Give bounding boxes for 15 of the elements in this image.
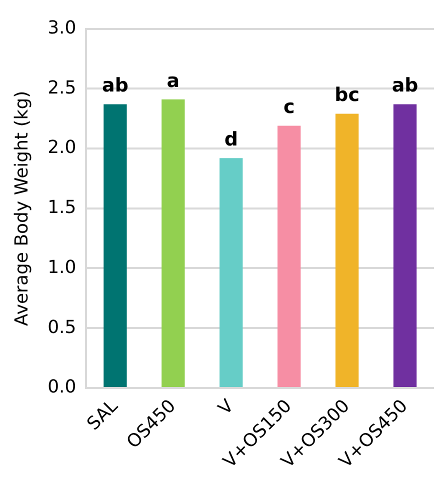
x-tick-label: SAL [83,396,122,435]
y-tick-label: 1.5 [48,197,76,218]
annotation: bc [334,84,360,106]
annotation: ab [102,74,128,97]
annotation: a [166,70,180,92]
y-tick-label: 1.0 [48,256,76,278]
y-tick-label: 0.0 [48,376,76,398]
annotation: d [224,128,238,151]
annotation: c [283,96,295,118]
annotation: ab [392,74,418,97]
y-tick-label: 0.5 [48,316,76,338]
y-tick-label: 2.5 [48,77,76,98]
y-tick-label: 2.0 [48,137,76,158]
y-tick-label: 3.0 [48,17,76,38]
y-axis-title: Average Body Weight (kg) [11,90,32,326]
